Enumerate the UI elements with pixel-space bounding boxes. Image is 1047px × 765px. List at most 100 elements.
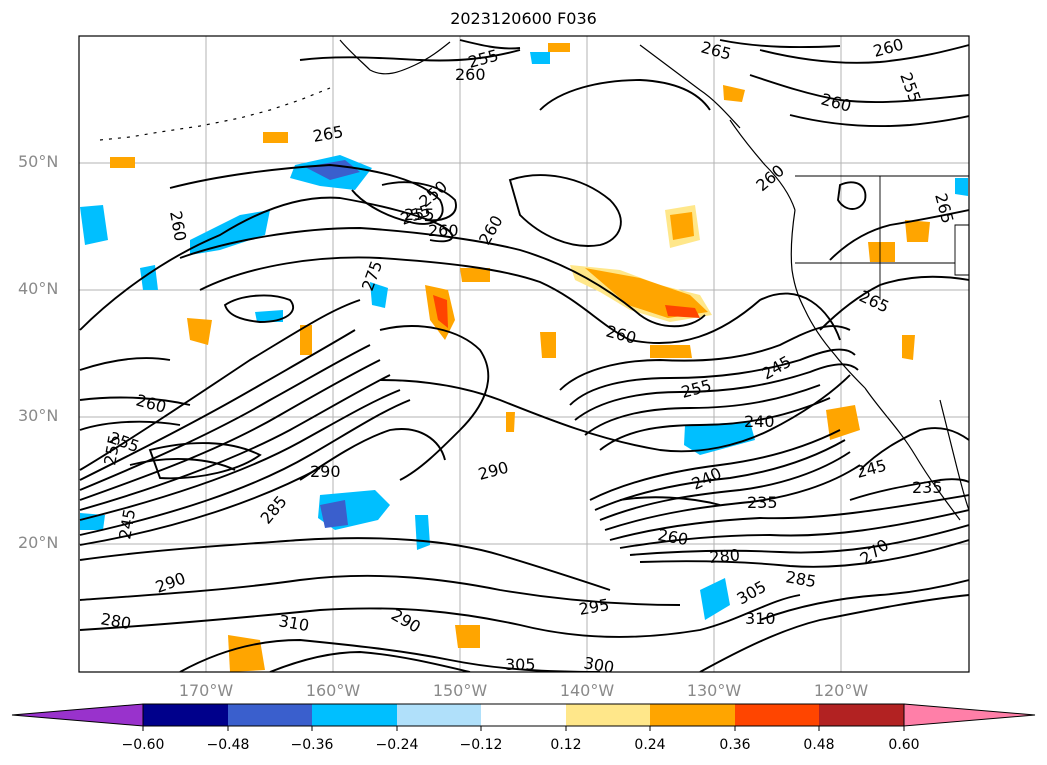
contour-line	[381, 181, 457, 222]
blue-patch	[530, 52, 550, 64]
contour-line	[79, 467, 321, 546]
contour-label: 305	[505, 655, 536, 674]
contour-line	[148, 442, 262, 480]
contour-line	[79, 299, 361, 471]
colorbar	[11, 703, 1036, 731]
colorbar-segment	[228, 704, 312, 726]
colorbar-segment	[566, 704, 650, 726]
contour-line	[269, 651, 471, 672]
orange-patch	[868, 242, 895, 262]
colorbar-tick-label: −0.36	[290, 737, 334, 753]
contour-line	[129, 458, 236, 471]
contour-label: 290	[310, 462, 341, 481]
orange-patch	[902, 335, 915, 360]
lon-label: 160°W	[305, 681, 361, 700]
colorbar-segment	[735, 704, 819, 726]
contour-line	[584, 384, 821, 436]
orange-patch	[263, 132, 288, 143]
coastline-bc	[729, 119, 796, 211]
colorbar-tick-label: 0.36	[719, 737, 751, 753]
lat-label: 20°N	[18, 533, 59, 552]
contour-line	[79, 396, 191, 406]
colorbar-segment	[312, 704, 397, 726]
blue-patch	[320, 500, 348, 528]
lon-label: 140°W	[559, 681, 615, 700]
coastline-gulf	[939, 399, 969, 511]
contour-label: 280	[709, 545, 741, 567]
contour-line	[749, 74, 969, 103]
colorbar-segment	[819, 704, 904, 726]
contour-line	[849, 478, 969, 501]
contour-line	[79, 344, 371, 491]
contour-line	[508, 174, 622, 247]
contour-line	[789, 114, 969, 128]
orange-patch	[433, 295, 448, 328]
blue-patch	[955, 178, 968, 196]
contour-line	[619, 496, 721, 506]
contour-line	[594, 439, 846, 511]
contour-line	[379, 374, 851, 453]
contour-line	[619, 509, 969, 549]
orange-patch	[228, 635, 265, 672]
colorbar-tick-label: 0.12	[550, 737, 582, 753]
colorbar-tick-label: −0.48	[206, 737, 250, 753]
coastline-alaska-panhandle	[639, 44, 741, 129]
colorbar-tick-label: 0.48	[803, 737, 835, 753]
contour-line	[719, 39, 841, 49]
orange-patch	[670, 212, 694, 240]
contour-label: 260	[455, 65, 486, 84]
shading-positive	[110, 43, 930, 672]
coastline-wa-or	[790, 209, 806, 311]
contours	[79, 39, 969, 672]
coastline-alaska	[339, 39, 451, 75]
colorbar-extend-high	[903, 703, 1036, 727]
shading-negative	[80, 52, 968, 620]
contour-line	[859, 427, 969, 471]
contour-line	[179, 227, 706, 328]
contour-line	[79, 196, 454, 331]
contour-line	[79, 537, 611, 591]
contour-line	[639, 539, 969, 568]
state-border	[954, 224, 969, 276]
coastlines	[99, 39, 969, 521]
contour-line	[699, 594, 969, 672]
contour-label: 240	[744, 412, 775, 431]
contour-line	[79, 389, 401, 521]
blue-patch	[370, 282, 388, 308]
orange-patch	[460, 268, 490, 282]
aleutian-islands	[99, 87, 331, 141]
contour-line	[837, 181, 867, 210]
blue-patch	[255, 310, 283, 322]
lon-label: 120°W	[813, 681, 869, 700]
blue-patch	[700, 578, 730, 620]
contour-line	[569, 348, 856, 406]
contour-label: 255	[404, 205, 435, 224]
contour-line	[299, 49, 521, 62]
orange-patch	[650, 345, 692, 358]
colorbar-segment	[143, 704, 228, 726]
contour-line	[599, 451, 851, 521]
contour-line	[79, 420, 181, 431]
contour-line	[79, 357, 171, 371]
contour-label: 310	[745, 609, 776, 628]
contour-line	[629, 524, 969, 556]
lat-label: 40°N	[18, 279, 59, 298]
map-title: 2023120600 F036	[450, 9, 597, 28]
contour-label: 260	[428, 221, 459, 240]
orange-patch	[585, 268, 708, 318]
colorbar-tick-label: −0.24	[375, 737, 419, 753]
coastline-california	[804, 309, 866, 389]
lon-label: 150°W	[432, 681, 488, 700]
orange-patch	[826, 405, 860, 440]
coastline-baja	[864, 387, 961, 521]
contour-line	[599, 397, 831, 451]
contour-line	[79, 399, 411, 536]
contour-line	[169, 164, 444, 225]
contour-line	[179, 639, 601, 672]
blue-patch	[190, 210, 270, 255]
contour-label: 235	[912, 478, 943, 497]
contour-line	[759, 44, 969, 64]
contour-line	[79, 359, 381, 501]
contour-label: 300	[582, 653, 615, 677]
